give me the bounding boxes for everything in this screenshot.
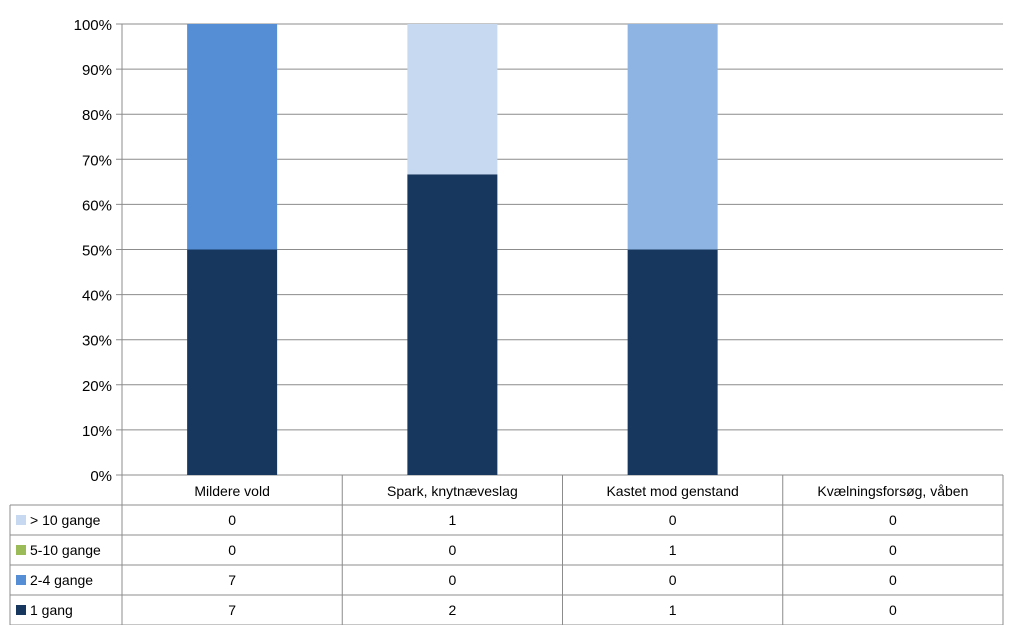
table-value: 0 bbox=[889, 542, 897, 558]
y-tick-label: 40% bbox=[82, 288, 112, 305]
bar-5-10-gange-3 bbox=[627, 24, 718, 250]
bar-1-gang-2 bbox=[407, 174, 498, 476]
table-value: 2 bbox=[448, 602, 456, 618]
legend-swatch-2-4-gange bbox=[16, 575, 26, 585]
bars bbox=[187, 24, 718, 476]
table-value: 7 bbox=[228, 602, 236, 618]
legend-label: 2-4 gange bbox=[30, 572, 93, 588]
legend-swatch-1-gang bbox=[16, 605, 26, 615]
y-tick-label: 50% bbox=[82, 243, 112, 260]
table-value: 1 bbox=[669, 602, 677, 618]
category-label: Kastet mod genstand bbox=[606, 483, 738, 499]
table-value: 0 bbox=[228, 542, 236, 558]
y-tick-label: 20% bbox=[82, 378, 112, 395]
legend-label: > 10 gange bbox=[30, 512, 101, 528]
table-value: 0 bbox=[669, 572, 677, 588]
table-value: 1 bbox=[448, 512, 456, 528]
category-label: Kvælningsforsøg, våben bbox=[817, 483, 968, 499]
table-value: 0 bbox=[889, 512, 897, 528]
y-tick-label: 90% bbox=[82, 62, 112, 79]
y-tick-label: 80% bbox=[82, 107, 112, 124]
table-value: 0 bbox=[889, 572, 897, 588]
table-value: 0 bbox=[228, 512, 236, 528]
legend-swatch-10-gange bbox=[16, 515, 26, 525]
table-value: 7 bbox=[228, 572, 236, 588]
category-label: Mildere vold bbox=[194, 483, 269, 499]
y-tick-label: 30% bbox=[82, 333, 112, 350]
table-value: 0 bbox=[448, 572, 456, 588]
legend-swatch-5-10-gange bbox=[16, 545, 26, 555]
bar-1-gang-3 bbox=[627, 249, 718, 475]
y-tick-label: 70% bbox=[82, 152, 112, 169]
table-value: 0 bbox=[889, 602, 897, 618]
bar-10-gange-2 bbox=[407, 24, 498, 175]
data-table: Mildere vold Spark, knytnæveslag Kastet mo… bbox=[9, 475, 1004, 625]
y-tick-label: 10% bbox=[82, 423, 112, 440]
y-axis: 0% 10% 20% 30% 40% 50% 60% 70% 80% 90% 100% bbox=[74, 17, 123, 485]
category-label: Spark, knytnæveslag bbox=[387, 483, 518, 499]
table-value: 1 bbox=[669, 542, 677, 558]
y-tick-label: 0% bbox=[90, 468, 112, 485]
bar-2-4-gange-1 bbox=[187, 24, 278, 250]
table-value: 0 bbox=[669, 512, 677, 528]
table-value: 0 bbox=[448, 542, 456, 558]
y-tick-label: 100% bbox=[74, 17, 112, 34]
legend-label: 1 gang bbox=[30, 602, 73, 618]
legend-label: 5-10 gange bbox=[30, 542, 101, 558]
y-tick-label: 60% bbox=[82, 197, 112, 214]
bar-1-gang-1 bbox=[187, 249, 278, 475]
